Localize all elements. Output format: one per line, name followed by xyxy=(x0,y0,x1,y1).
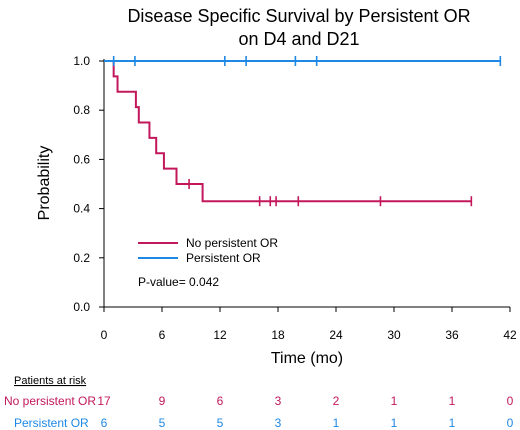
y-tick-label: 0.2 xyxy=(73,251,90,265)
risk-values: 17 9 6 3 2 1 1 0 6 5 5 3 1 1 1 0 xyxy=(97,394,513,430)
y-tick-label: 0.6 xyxy=(73,152,90,166)
risk-value: 17 xyxy=(97,394,111,408)
risk-table-header: Patients at risk xyxy=(14,375,87,387)
x-axis-label: Time (mo) xyxy=(271,350,343,367)
risk-value: 5 xyxy=(159,416,166,430)
x-tick-label: 12 xyxy=(213,328,227,342)
x-tick-label: 18 xyxy=(271,328,285,342)
x-tick-label: 0 xyxy=(101,328,108,342)
y-tick-label: 0.8 xyxy=(73,103,90,117)
p-value-annotation: P-value= 0.042 xyxy=(138,275,219,289)
risk-table: Patients at risk No persistent OR Persis… xyxy=(4,375,514,430)
x-tick-label: 30 xyxy=(387,328,401,342)
chart-subtitle: on D4 and D21 xyxy=(238,29,359,49)
y-tick-label: 1.0 xyxy=(73,54,90,68)
legend-label-persistent: Persistent OR xyxy=(186,251,261,265)
plot-area xyxy=(104,56,502,207)
risk-value: 5 xyxy=(217,416,224,430)
risk-value: 1 xyxy=(449,394,456,408)
x-tick-label: 6 xyxy=(159,328,166,342)
risk-value: 3 xyxy=(275,416,282,430)
x-tick-label: 24 xyxy=(329,328,343,342)
axes: 0.0 0.2 0.4 0.6 0.8 1.0 0 6 12 18 24 30 36 42 xyxy=(73,54,517,342)
y-axis-label: Probability xyxy=(36,146,53,221)
y-tick-label: 0.4 xyxy=(73,202,90,216)
risk-value: 2 xyxy=(333,394,340,408)
risk-row-label-no-persistent: No persistent OR xyxy=(4,394,96,408)
x-tick-label: 36 xyxy=(445,328,459,342)
risk-value: 9 xyxy=(159,394,166,408)
risk-value: 6 xyxy=(101,416,108,430)
risk-value: 0 xyxy=(507,394,514,408)
legend: No persistent OR Persistent OR xyxy=(138,236,278,265)
risk-value: 1 xyxy=(391,416,398,430)
risk-value: 6 xyxy=(217,394,224,408)
y-tick-label: 0.0 xyxy=(73,300,90,314)
chart-title: Disease Specific Survival by Persistent … xyxy=(127,6,470,26)
km-curve-no-persistent xyxy=(104,60,472,203)
risk-value: 1 xyxy=(449,416,456,430)
risk-row-label-persistent: Persistent OR xyxy=(14,416,89,430)
risk-value: 1 xyxy=(391,394,398,408)
legend-label-no-persistent: No persistent OR xyxy=(186,236,278,250)
risk-value: 3 xyxy=(275,394,282,408)
risk-value: 0 xyxy=(507,416,514,430)
x-tick-label: 42 xyxy=(503,328,517,342)
risk-value: 1 xyxy=(333,416,340,430)
